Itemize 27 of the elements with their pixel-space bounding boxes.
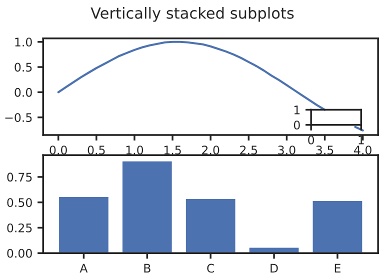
x-tick-label: C xyxy=(207,264,214,273)
bar xyxy=(121,160,174,254)
x-tick-label: 2.5 xyxy=(240,146,258,155)
y-tick-label: 0.0 xyxy=(14,88,32,97)
x-tick-label: 0.5 xyxy=(88,146,105,155)
y-tick-label: 1.0 xyxy=(15,38,32,47)
x-tick-label: 1.5 xyxy=(164,146,181,155)
x-tick-label: 4.0 xyxy=(354,146,372,155)
bar xyxy=(311,200,364,254)
x-tick-label: B xyxy=(144,264,150,273)
x-tick-label: 3.5 xyxy=(316,146,334,155)
bar xyxy=(184,198,237,254)
bar xyxy=(58,196,110,254)
x-tick-label: 3.0 xyxy=(278,146,296,155)
x-tick-label: D xyxy=(270,264,278,273)
x-tick-label: A xyxy=(80,264,88,273)
y-tick-label: 0.5 xyxy=(14,62,32,72)
x-tick-label: E xyxy=(334,264,340,273)
x-tick-label: 0.0 xyxy=(50,146,67,155)
y-tick-label: 0.50 xyxy=(7,198,32,207)
chart-title: Vertically stacked subplots xyxy=(90,7,294,22)
y-tick-label: 0.75 xyxy=(7,172,32,182)
x-tick-label: 1.0 xyxy=(126,146,144,155)
y-tick-label: 0.25 xyxy=(7,223,32,232)
x-tick-label: 2.0 xyxy=(202,146,220,155)
y-tick-label: −0.5 xyxy=(5,113,32,122)
y-tick-label: 0.00 xyxy=(7,248,32,258)
